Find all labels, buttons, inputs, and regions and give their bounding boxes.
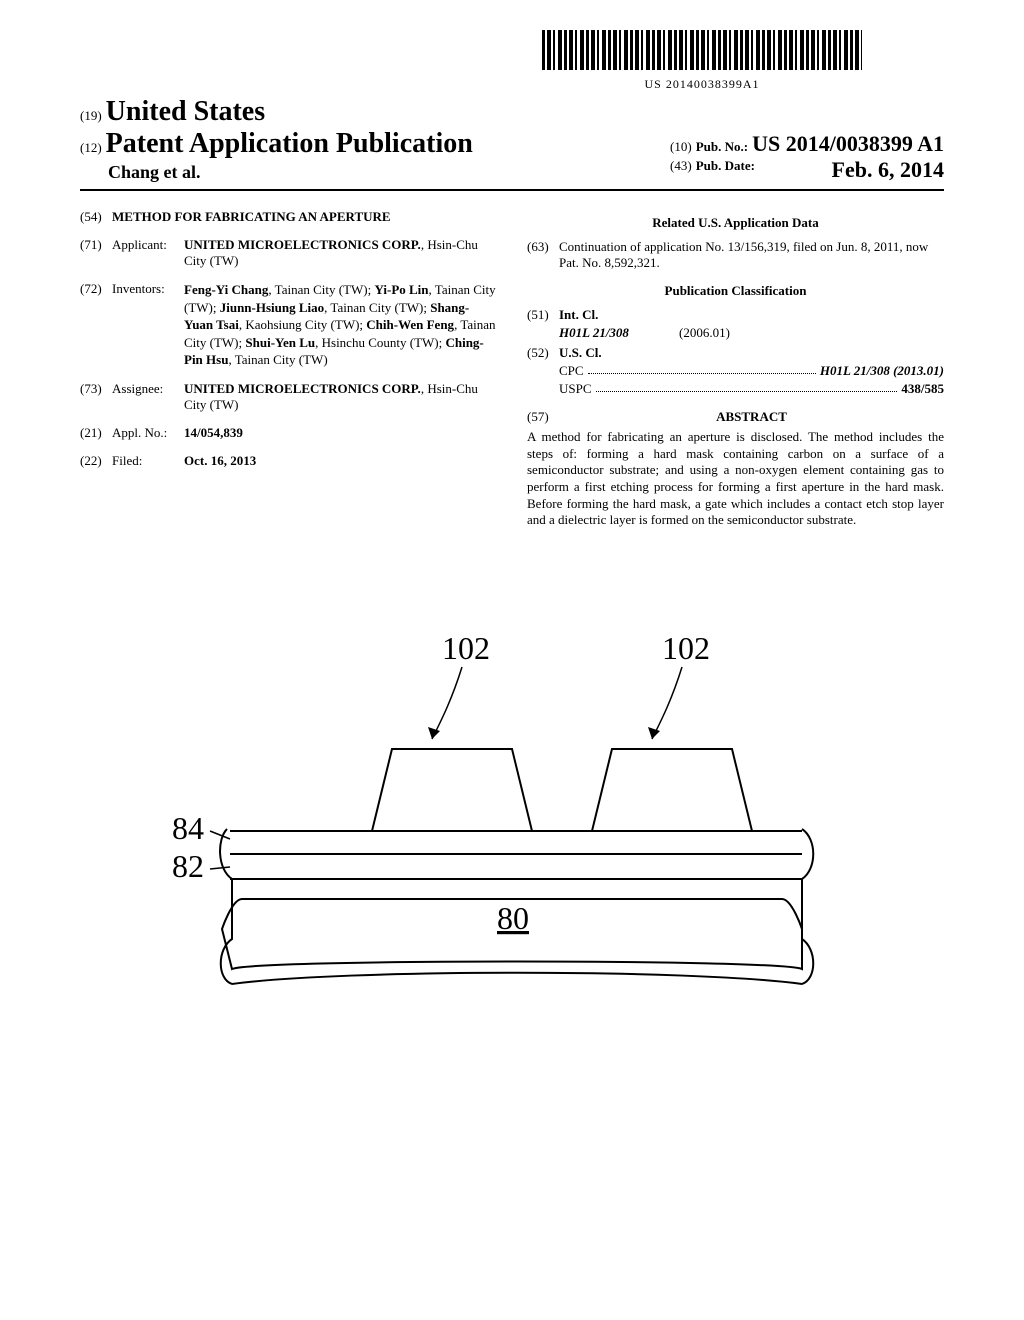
inid-57: (57) <box>527 409 559 425</box>
kind-code-43: (43) <box>670 158 692 173</box>
pubno-label: Pub. No.: <box>696 139 748 154</box>
intcl-date: (2006.01) <box>679 325 730 341</box>
publication-type: Patent Application Publication <box>106 128 473 159</box>
figure-label-102-left: 102 <box>442 630 490 666</box>
figure-label-102-right: 102 <box>662 630 710 666</box>
inid-71: (71) <box>80 237 112 269</box>
kind-code-10: (10) <box>670 139 692 154</box>
country-name: United States <box>106 96 265 127</box>
right-column: Related U.S. Application Data (63) Conti… <box>527 209 944 529</box>
inid-72: (72) <box>80 281 112 369</box>
assignee-name: UNITED MICROELECTRONICS CORP. <box>184 381 421 396</box>
kind-code-12: (12) <box>80 140 102 156</box>
assignee-label: Assignee: <box>112 381 184 413</box>
pubdate-label: Pub. Date: <box>696 158 755 173</box>
uspc-value: 438/585 <box>901 381 944 397</box>
inid-52: (52) <box>527 345 559 361</box>
abstract-label: ABSTRACT <box>559 409 944 425</box>
inventors-label: Inventors: <box>112 281 184 369</box>
figure-label-82: 82 <box>172 848 204 884</box>
cpc-label: CPC <box>559 363 584 379</box>
pubdate-value: Feb. 6, 2014 <box>832 157 944 183</box>
kind-code-19: (19) <box>80 108 102 123</box>
cpc-value: H01L 21/308 (2013.01) <box>820 363 944 378</box>
invention-title: METHOD FOR FABRICATING AN APERTURE <box>112 209 497 225</box>
intcl-label: Int. Cl. <box>559 307 944 323</box>
figure-label-84: 84 <box>172 810 204 846</box>
inventors-list: Feng-Yi Chang, Tainan City (TW); Yi-Po L… <box>184 281 497 369</box>
inid-54: (54) <box>80 209 112 225</box>
left-column: (54) METHOD FOR FABRICATING AN APERTURE … <box>80 209 497 529</box>
filed-label: Filed: <box>112 453 184 469</box>
intcl-class: H01L 21/308 <box>559 325 629 340</box>
applicant-label: Applicant: <box>112 237 184 269</box>
classification-title: Publication Classification <box>527 283 944 299</box>
uscl-label: U.S. Cl. <box>559 345 944 361</box>
barcode-number: US 20140038399A1 <box>460 77 944 92</box>
applicant-name: UNITED MICROELECTRONICS CORP. <box>184 237 421 252</box>
inid-21: (21) <box>80 425 112 441</box>
pubno-value: US 2014/0038399 A1 <box>752 131 944 156</box>
bibliographic-columns: (54) METHOD FOR FABRICATING AN APERTURE … <box>80 209 944 529</box>
barcode-graphic <box>542 30 862 70</box>
inid-73: (73) <box>80 381 112 413</box>
barcode-region: US 20140038399A1 <box>460 30 944 92</box>
abstract-text: A method for fabricating an aperture is … <box>527 429 944 529</box>
applno-label: Appl. No.: <box>112 425 184 441</box>
inid-63: (63) <box>527 239 559 271</box>
related-data-text: Continuation of application No. 13/156,3… <box>559 239 944 271</box>
applno-value: 14/054,839 <box>184 425 497 441</box>
inid-51: (51) <box>527 307 559 323</box>
filed-value: Oct. 16, 2013 <box>184 453 497 469</box>
document-header: (19) United States (12) Patent Applicati… <box>80 96 944 191</box>
figure-label-80: 80 <box>497 900 529 936</box>
related-data-title: Related U.S. Application Data <box>527 215 944 231</box>
figure-svg: 102 102 84 82 80 <box>142 589 882 1009</box>
applicant-short: Chang et al. <box>80 162 473 183</box>
patent-figure: 102 102 84 82 80 <box>80 589 944 1014</box>
inid-22: (22) <box>80 453 112 469</box>
uspc-label: USPC <box>559 381 592 397</box>
